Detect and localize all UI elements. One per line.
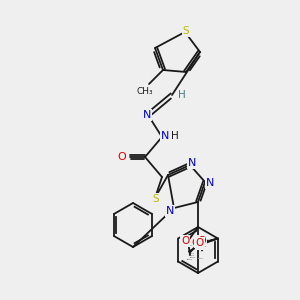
Text: methoxy: methoxy <box>190 257 196 258</box>
Text: CH₃: CH₃ <box>137 88 153 97</box>
Text: S: S <box>183 26 189 36</box>
Text: methoxy: methoxy <box>198 258 204 259</box>
Text: N: N <box>206 178 214 188</box>
Text: O: O <box>181 236 189 246</box>
Text: methoxy: methoxy <box>187 245 193 246</box>
Text: S: S <box>153 194 159 204</box>
Text: O: O <box>192 238 200 248</box>
Text: methoxy: methoxy <box>187 259 193 260</box>
Text: N: N <box>143 110 151 120</box>
Text: O: O <box>196 238 204 248</box>
Text: O: O <box>195 238 203 248</box>
Text: O: O <box>197 236 206 245</box>
Text: N: N <box>188 158 196 168</box>
Text: O: O <box>118 152 126 162</box>
Text: methoxy: methoxy <box>189 253 195 254</box>
Text: H: H <box>178 90 186 100</box>
Text: methoxy: methoxy <box>189 255 195 256</box>
Text: N: N <box>166 206 174 216</box>
Text: N: N <box>161 131 169 141</box>
Text: H: H <box>171 131 179 141</box>
